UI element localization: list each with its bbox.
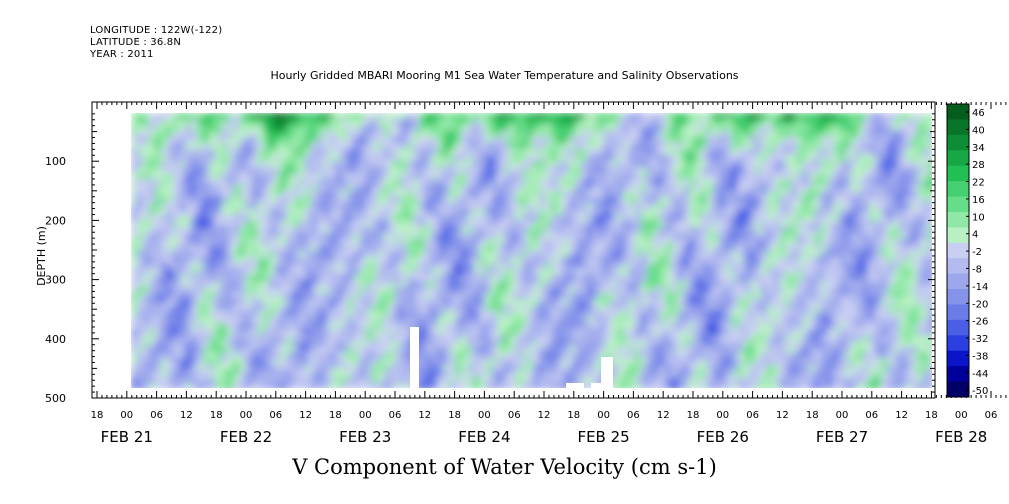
- x-tick-label: 06: [389, 410, 402, 421]
- colorbar-swatch: [947, 196, 969, 213]
- x-date-label: FEB 21: [101, 428, 153, 446]
- x-tick-label: 18: [91, 410, 104, 421]
- heatmap-field: [131, 113, 932, 388]
- colorbar-swatch: [947, 350, 969, 367]
- x-tick-label: 18: [687, 410, 700, 421]
- x-tick-label: 06: [508, 410, 521, 421]
- y-tick-label: 400: [45, 333, 66, 346]
- colorbar-swatch: [947, 366, 969, 383]
- colorbar-swatch: [947, 335, 969, 352]
- colorbar-label: 10: [972, 212, 985, 223]
- longitude-label: LONGITUDE : 122W(-122): [90, 25, 223, 36]
- y-tick-label: 500: [45, 392, 66, 405]
- x-tick-label: 18: [329, 410, 342, 421]
- colorbar-swatch: [947, 150, 969, 167]
- x-tick-label: 06: [865, 410, 878, 421]
- colorbar: 46 40 34 28 22 16 10 4 -2 -8 -14 -20 -26 -32 -38 -44 -50: [946, 103, 988, 398]
- x-tick-label: 12: [180, 410, 193, 421]
- x-tick-label: 00: [955, 410, 968, 421]
- colorbar-label: 46: [972, 108, 985, 119]
- x-date-label: FEB 27: [816, 428, 868, 446]
- colorbar-swatch: [947, 289, 969, 305]
- x-tick-label: 06: [627, 410, 640, 421]
- x-tick-label: 00: [478, 410, 491, 421]
- colorbar-swatch: [947, 227, 969, 244]
- colorbar-label: 34: [972, 143, 985, 154]
- colorbar-label: -20: [972, 299, 988, 310]
- colorbar-label: -26: [972, 317, 988, 328]
- x-date-label: FEB 28: [935, 428, 987, 446]
- y-axis-label: DEPTH (m): [35, 226, 48, 286]
- colorbar-swatch: [947, 319, 969, 336]
- x-tick-label: 00: [120, 410, 133, 421]
- x-tick-label: 18: [567, 410, 580, 421]
- colorbar-label: -44: [972, 369, 988, 380]
- colorbar-swatch: [947, 119, 969, 136]
- x-axis: 18 00 06 12 18 00 06 12 18 00 06 12 18 00 06 12 18 00 06 12…: [91, 102, 1007, 446]
- x-tick-label: 12: [418, 410, 431, 421]
- colorbar-swatch: [947, 104, 969, 120]
- x-tick-label: 12: [776, 410, 789, 421]
- colorbar-label: -14: [972, 282, 988, 293]
- x-date-label: FEB 26: [697, 428, 749, 446]
- x-date-label: FEB 23: [339, 428, 391, 446]
- x-tick-label: 18: [925, 410, 938, 421]
- y-axis: 100 200 300 400 500: [45, 113, 935, 405]
- y-tick-label: 100: [45, 155, 66, 168]
- x-tick-label: 12: [299, 410, 312, 421]
- colorbar-label: 4: [972, 230, 978, 241]
- colorbar-swatch: [947, 181, 969, 198]
- colorbar-swatch: [947, 165, 969, 182]
- colorbar-label: 28: [972, 160, 985, 171]
- x-tick-label: 06: [269, 410, 282, 421]
- year-label: YEAR : 2011: [90, 49, 154, 60]
- x-tick-label: 18: [806, 410, 819, 421]
- x-tick-label: 12: [538, 410, 551, 421]
- x-axis-label: V Component of Water Velocity (cm s-1): [292, 455, 717, 479]
- x-tick-label: 06: [746, 410, 759, 421]
- colorbar-label: -8: [972, 264, 982, 275]
- colorbar-swatch: [947, 304, 969, 321]
- colorbar-swatch: [947, 211, 969, 228]
- y-tick-label: 200: [45, 214, 66, 227]
- colorbar-swatch: [947, 134, 969, 151]
- colorbar-swatch: [947, 273, 969, 290]
- x-tick-label: 06: [985, 410, 998, 421]
- x-tick-label: 00: [716, 410, 729, 421]
- x-tick-label: 00: [597, 410, 610, 421]
- colorbar-label: -32: [972, 334, 988, 345]
- latitude-label: LATITUDE : 36.8N: [90, 37, 182, 48]
- colorbar-label: 22: [972, 178, 985, 189]
- colorbar-label: -2: [972, 247, 982, 258]
- x-tick-label: 00: [240, 410, 253, 421]
- y-tick-label: 300: [45, 274, 66, 287]
- x-tick-label: 18: [210, 410, 223, 421]
- x-date-label: FEB 22: [220, 428, 272, 446]
- x-tick-label: 18: [448, 410, 461, 421]
- colorbar-swatch: [947, 258, 969, 275]
- colorbar-label: -38: [972, 351, 988, 362]
- chart-title: Hourly Gridded MBARI Mooring M1 Sea Wate…: [270, 69, 739, 82]
- colorbar-swatch: [947, 381, 969, 398]
- x-tick-label: 12: [895, 410, 908, 421]
- x-tick-label: 00: [359, 410, 372, 421]
- colorbar-label: 16: [972, 195, 985, 206]
- colorbar-label: -50: [972, 386, 988, 397]
- x-tick-label: 00: [836, 410, 849, 421]
- x-date-label: FEB 24: [458, 428, 510, 446]
- x-tick-label: 06: [150, 410, 163, 421]
- colorbar-label: 40: [972, 125, 985, 136]
- data-gaps: [410, 327, 613, 388]
- x-date-label: FEB 25: [577, 428, 629, 446]
- x-tick-label: 12: [657, 410, 670, 421]
- colorbar-swatch: [947, 242, 969, 259]
